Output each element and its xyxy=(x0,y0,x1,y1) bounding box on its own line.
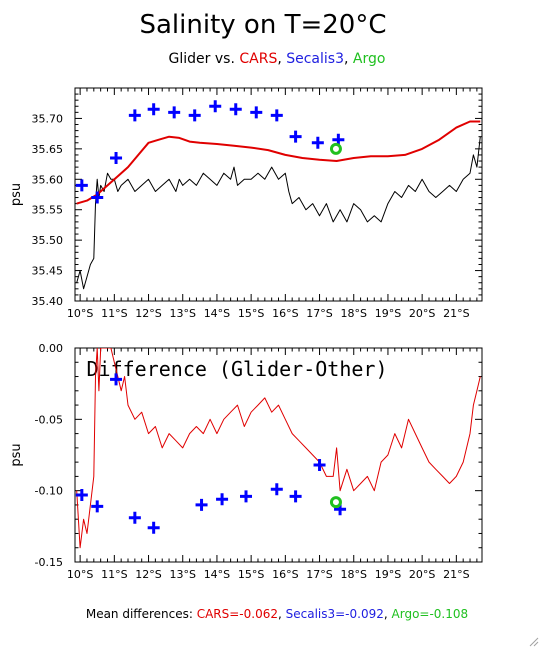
x-tick-label: 15°S xyxy=(238,568,264,581)
secalis-marker xyxy=(91,500,104,513)
x-tick-label: 21°S xyxy=(443,568,469,581)
secalis-marker xyxy=(289,490,302,503)
footer-part: , xyxy=(384,607,392,621)
x-tick-label: 19°S xyxy=(375,568,401,581)
y-tick-label: 35.55 xyxy=(32,204,64,217)
subtitle-part: CARS xyxy=(239,51,277,67)
argo-marker xyxy=(329,496,342,509)
subtitle-part: Argo xyxy=(353,51,386,67)
secalis-marker xyxy=(110,151,123,164)
secalis-marker xyxy=(311,136,324,149)
x-tick-label: 10°S xyxy=(67,307,93,320)
y-axis-label: psu xyxy=(9,443,24,466)
subtitle-part: , xyxy=(344,51,353,67)
secalis-marker xyxy=(128,109,141,122)
mean-differences-caption: Mean differences: CARS=-0.062, Secalis3=… xyxy=(86,607,468,621)
top-panel-salinity: 10°S 11°S 12°S 13°S 14°S 15°S 16°S 17°S 18°S 19°S… xyxy=(9,87,483,320)
secalis-marker xyxy=(75,179,88,192)
y-tick-label: 35.45 xyxy=(32,265,64,278)
secalis-marker xyxy=(195,498,208,511)
secalis-marker xyxy=(229,103,242,116)
secalis-marker xyxy=(209,100,222,113)
footer-part: Argo=-0.108 xyxy=(392,607,469,621)
x-tick-label: 10°S xyxy=(67,568,93,581)
cars-series-line xyxy=(76,348,481,549)
x-tick-label: 15°S xyxy=(238,307,264,320)
subtitle-part: Secalis3 xyxy=(286,51,344,67)
x-tick-label: 14°S xyxy=(204,307,230,320)
secalis-marker xyxy=(168,106,181,119)
y-axis-label: psu xyxy=(9,183,24,206)
y-tick-label: 35.70 xyxy=(32,112,64,125)
secalis-marker xyxy=(313,458,326,471)
chart-subtitle: Glider vs. CARS, Secalis3, Argo xyxy=(169,51,386,67)
y-tick-label: -0.15 xyxy=(35,556,63,569)
cars-series-line xyxy=(76,120,481,205)
x-tick-label: 20°S xyxy=(409,568,435,581)
secalis-marker xyxy=(188,109,201,122)
subtitle-part: , xyxy=(277,51,286,67)
x-tick-label: 12°S xyxy=(135,307,161,320)
x-tick-label: 16°S xyxy=(272,568,298,581)
x-tick-label: 13°S xyxy=(169,568,195,581)
footer-part: Mean differences: xyxy=(86,607,197,621)
y-tick-label: 35.65 xyxy=(32,143,64,156)
x-tick-label: 16°S xyxy=(272,307,298,320)
secalis-marker xyxy=(147,521,160,534)
x-tick-label: 17°S xyxy=(306,307,332,320)
x-tick-label: 12°S xyxy=(135,568,161,581)
y-tick-label: 35.50 xyxy=(32,234,64,247)
argo-marker xyxy=(329,142,342,155)
secalis-marker xyxy=(128,511,141,524)
x-tick-label: 11°S xyxy=(101,307,127,320)
bottom-panel-difference: 10°S 11°S 12°S 13°S 14°S 15°S 16°S 17°S 18°S 19°S… xyxy=(9,342,483,581)
secalis-marker xyxy=(216,493,229,506)
chart-title: Salinity on T=20°C xyxy=(140,10,387,40)
y-tick-label: 35.40 xyxy=(32,295,64,308)
x-tick-label: 21°S xyxy=(443,307,469,320)
x-tick-label: 11°S xyxy=(101,568,127,581)
secalis-marker xyxy=(270,483,283,496)
y-tick-label: -0.05 xyxy=(35,413,63,426)
footer-part: Secalis3=-0.092 xyxy=(286,607,384,621)
x-tick-label: 13°S xyxy=(169,307,195,320)
secalis-marker xyxy=(240,490,253,503)
x-tick-label: 19°S xyxy=(375,307,401,320)
data-layer xyxy=(75,348,481,549)
panel-title: Difference (Glider-Other) xyxy=(86,357,387,381)
footer-part: , xyxy=(278,607,286,621)
secalis-marker xyxy=(289,130,302,143)
secalis-marker xyxy=(91,191,104,204)
y-tick-label: 35.60 xyxy=(32,173,64,186)
resize-grip-icon[interactable] xyxy=(527,635,539,647)
x-tick-label: 18°S xyxy=(341,568,367,581)
secalis-marker xyxy=(270,109,283,122)
y-tick-label: -0.10 xyxy=(35,485,63,498)
secalis-marker xyxy=(250,106,263,119)
x-tick-label: 17°S xyxy=(306,568,332,581)
footer-part: CARS=-0.062 xyxy=(197,607,278,621)
x-tick-label: 14°S xyxy=(204,568,230,581)
secalis-marker xyxy=(110,373,123,386)
y-tick-label: 0.00 xyxy=(39,342,64,355)
x-tick-label: 20°S xyxy=(409,307,435,320)
secalis-marker xyxy=(147,103,160,116)
x-tick-label: 18°S xyxy=(341,307,367,320)
glider-series-line xyxy=(76,136,481,290)
data-layer xyxy=(75,100,481,290)
subtitle-part: Glider vs. xyxy=(169,51,240,67)
secalis-marker xyxy=(75,488,88,501)
